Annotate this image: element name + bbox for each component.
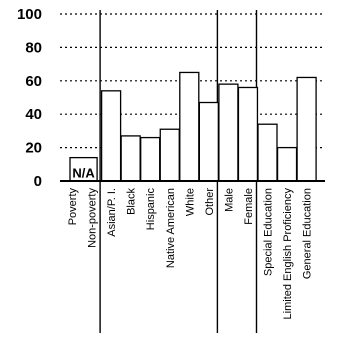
category-label: Other — [204, 188, 216, 216]
y-axis-ticks: 100 80 60 40 20 0 — [17, 6, 42, 190]
bar — [198, 101, 220, 182]
category-label: Black — [126, 188, 138, 215]
na-label: N/A — [72, 165, 95, 180]
category-label: Native American — [165, 188, 177, 268]
bar — [296, 76, 317, 182]
bar — [257, 123, 278, 182]
bar — [237, 86, 259, 182]
bar — [159, 128, 180, 182]
category-label: Female — [243, 188, 255, 225]
bar — [140, 136, 161, 182]
x-axis-labels: Poverty Non-poverty Asian/P. I. Black Hispan… — [67, 188, 314, 320]
y-tick-label: 80 — [25, 39, 42, 56]
y-tick-label: 20 — [25, 140, 42, 157]
bars: N/A — [69, 71, 317, 182]
y-tick-label: 40 — [25, 106, 42, 123]
category-label: Male — [223, 188, 235, 212]
category-label: Hispanic — [145, 188, 157, 231]
category-label: Poverty — [67, 188, 79, 226]
bar — [100, 90, 122, 182]
y-tick-label: 100 — [17, 6, 42, 23]
category-label: Limited English Proficiency — [282, 188, 294, 320]
bar — [120, 135, 141, 182]
bar — [179, 71, 200, 182]
y-tick-label: 0 — [34, 173, 42, 190]
y-tick-label: 60 — [25, 73, 42, 90]
category-label: Non-poverty — [87, 188, 99, 248]
bar — [218, 83, 239, 182]
category-label: Special Education — [263, 188, 275, 276]
category-label: White — [184, 188, 196, 216]
category-label: Asian/P. I. — [106, 188, 118, 237]
category-label: General Education — [302, 188, 314, 279]
bar — [276, 146, 298, 182]
